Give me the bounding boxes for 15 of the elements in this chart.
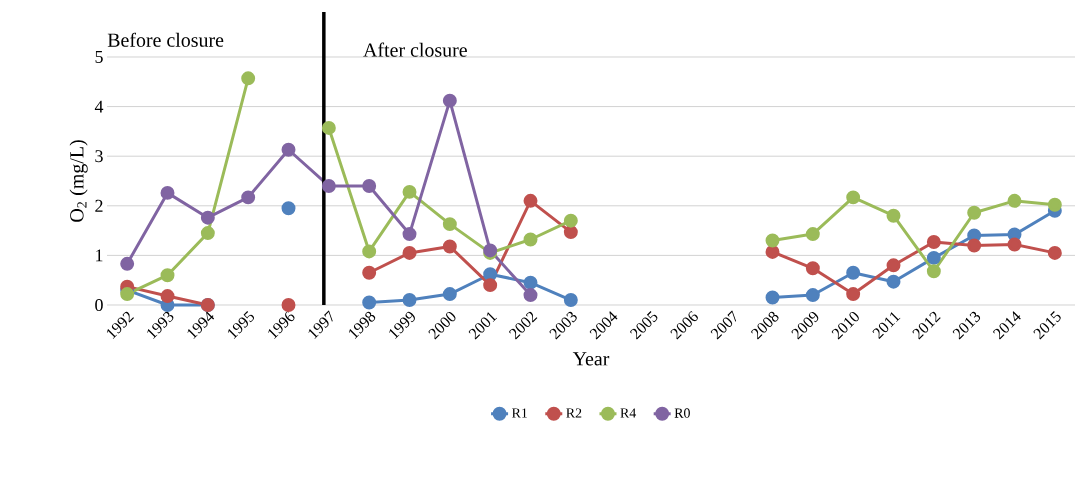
legend-label: R4 <box>620 408 637 418</box>
text: Before closure <box>107 32 224 47</box>
legend-label: R0 <box>674 408 690 418</box>
y-tick-label: 1 <box>96 249 103 262</box>
x-axis-title: Year <box>572 352 610 366</box>
y-tick-label: 5 <box>95 51 103 63</box>
y-axis-title: O$_{2}$ (mg/L) <box>69 140 88 222</box>
y-tick-label: 4 <box>94 100 104 113</box>
legend-label: R2 <box>566 408 582 418</box>
x-tick-label: 2011 <box>872 312 901 340</box>
text: After closure <box>363 42 467 57</box>
y-tick-label: 2 <box>95 199 103 212</box>
legend-label: R1 <box>511 408 527 418</box>
y-tick-label: 0 <box>95 298 103 312</box>
y-tick-label: 3 <box>95 150 103 163</box>
